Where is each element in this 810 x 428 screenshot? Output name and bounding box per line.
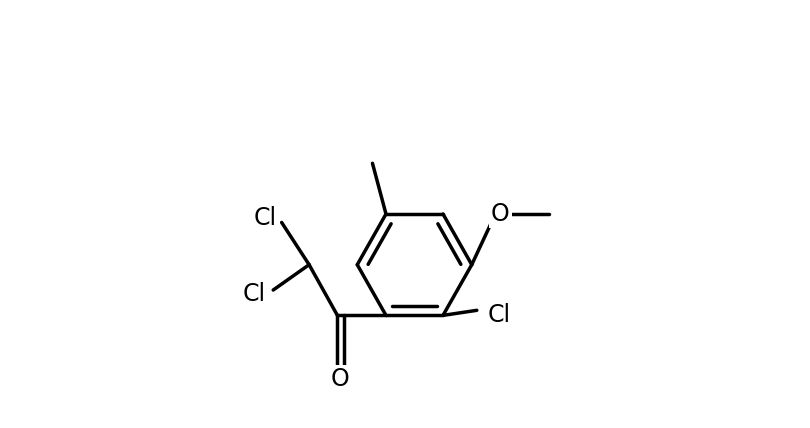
Text: Cl: Cl <box>488 303 511 327</box>
Text: Cl: Cl <box>254 206 276 230</box>
Text: Cl: Cl <box>243 282 266 306</box>
Text: O: O <box>330 367 349 391</box>
Text: O: O <box>491 202 509 226</box>
